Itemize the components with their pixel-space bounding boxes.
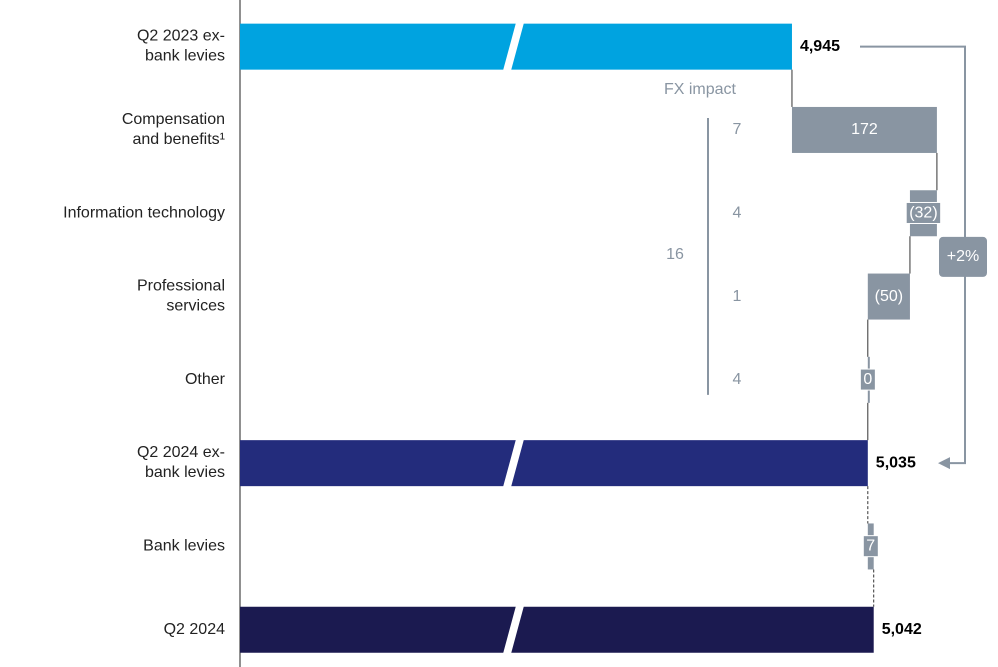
category-label: Other [185, 371, 226, 388]
fx-impact-total: 16 [666, 246, 684, 263]
fx-impact-value: 4 [733, 371, 742, 388]
category-label: Professional services [137, 278, 225, 315]
category-label: Q2 2023 ex-bank levies [137, 28, 225, 65]
bar [791, 106, 937, 153]
change-box [939, 236, 987, 277]
value-label: 5,035 [876, 454, 916, 471]
fx-impact-value: 1 [733, 288, 742, 305]
axis-break [503, 439, 524, 488]
category-label: Compensation and benefits¹ [122, 111, 225, 148]
fx-impact-value: 7 [733, 121, 742, 138]
value-label: 7 [866, 538, 875, 555]
value-label-box [859, 368, 876, 391]
value-label: 4,945 [800, 38, 840, 55]
value-label: 172 [851, 121, 878, 138]
value-label: 5,042 [882, 621, 922, 638]
value-label: 0 [863, 371, 872, 388]
value-label-box [905, 201, 942, 224]
fx-impact-value: 4 [733, 204, 742, 221]
change-label: +2% [947, 248, 979, 265]
axis-break [503, 22, 524, 71]
category-label: Bank levies [143, 538, 225, 555]
category-label: Information technology [63, 204, 225, 221]
value-label: (50) [875, 288, 903, 305]
value-label: (32) [909, 204, 937, 221]
arrow-head [938, 457, 950, 470]
category-label: Q2 2024 ex-bank levies [137, 444, 225, 481]
bar [240, 606, 874, 653]
bar [240, 440, 868, 487]
axis-break [503, 605, 524, 654]
bar [867, 273, 910, 320]
value-label-box [862, 535, 879, 558]
fx-impact-title: FX impact [664, 81, 737, 98]
category-label: Q2 2024 [164, 621, 225, 638]
